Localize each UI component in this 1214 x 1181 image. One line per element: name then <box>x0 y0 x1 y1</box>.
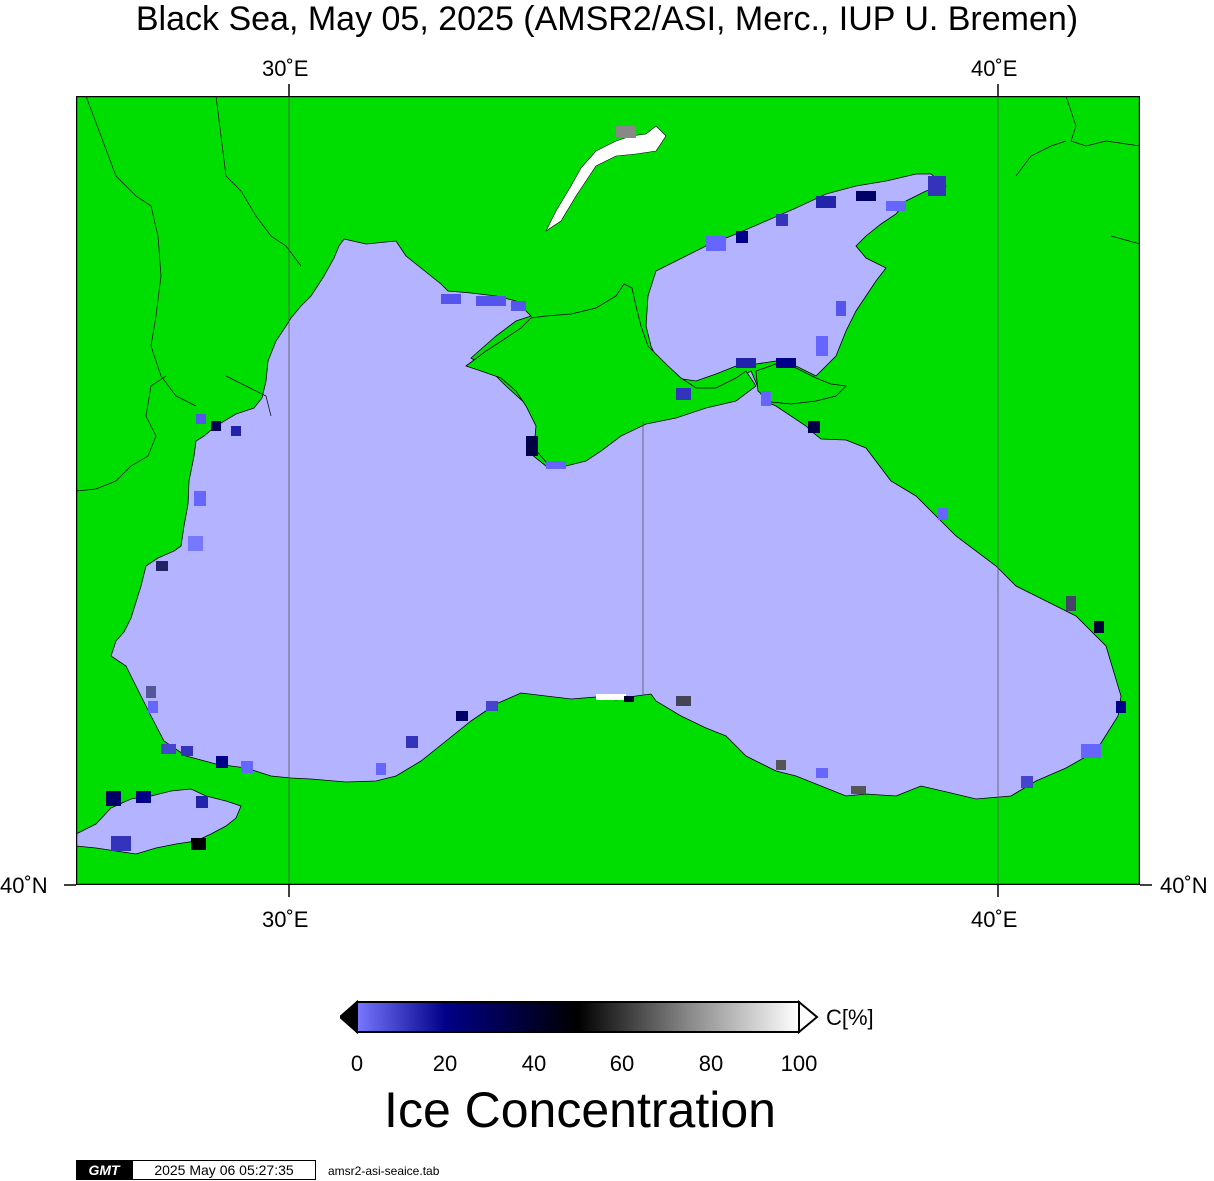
colorbar-tick-80: 80 <box>698 1051 724 1076</box>
map-frame <box>76 96 1140 885</box>
bottom-tick-40e: 40˚E <box>971 907 1018 932</box>
colorbar-tick-20: 20 <box>432 1051 458 1076</box>
map-border <box>76 96 1140 885</box>
colorbar-high-arrow <box>798 1000 819 1034</box>
coastal-ice-pixels <box>106 126 1126 851</box>
sivash-lagoon <box>545 125 667 232</box>
colorbar-unit: C[%] <box>826 1005 874 1030</box>
source-file-label: amsr2-asi-seaice.tab <box>328 1164 440 1178</box>
top-tick-40e: 40˚E <box>971 56 1018 81</box>
left-tick-40n: 40˚N <box>0 873 48 898</box>
gmt-logo: GMT <box>76 1160 132 1180</box>
colorbar-tick-100: 100 <box>780 1051 818 1076</box>
colorbar-low-arrow <box>340 1000 358 1034</box>
boundaries <box>76 96 1140 492</box>
sea-of-azov-water <box>645 173 947 382</box>
axis-ticks <box>64 84 1152 897</box>
colorbar <box>340 1000 819 1034</box>
colorbar-title: Ice Concentration <box>384 1082 776 1138</box>
map-title: Black Sea, May 05, 2025 (AMSR2/ASI, Merc… <box>135 0 1079 38</box>
colorbar-tick-40: 40 <box>521 1051 547 1076</box>
top-tick-30e: 30˚E <box>262 56 309 81</box>
colorbar-tick-60: 60 <box>609 1051 635 1076</box>
colorbar-tick-0: 0 <box>350 1051 364 1076</box>
black-sea-map <box>76 96 1140 885</box>
colorbar-gradient <box>356 1001 800 1033</box>
right-tick-40n: 40˚N <box>1160 873 1208 898</box>
bottom-tick-30e: 30˚E <box>262 907 309 932</box>
gmt-timestamp: 2025 May 06 05:27:35 <box>132 1160 316 1180</box>
graticule <box>288 96 999 885</box>
